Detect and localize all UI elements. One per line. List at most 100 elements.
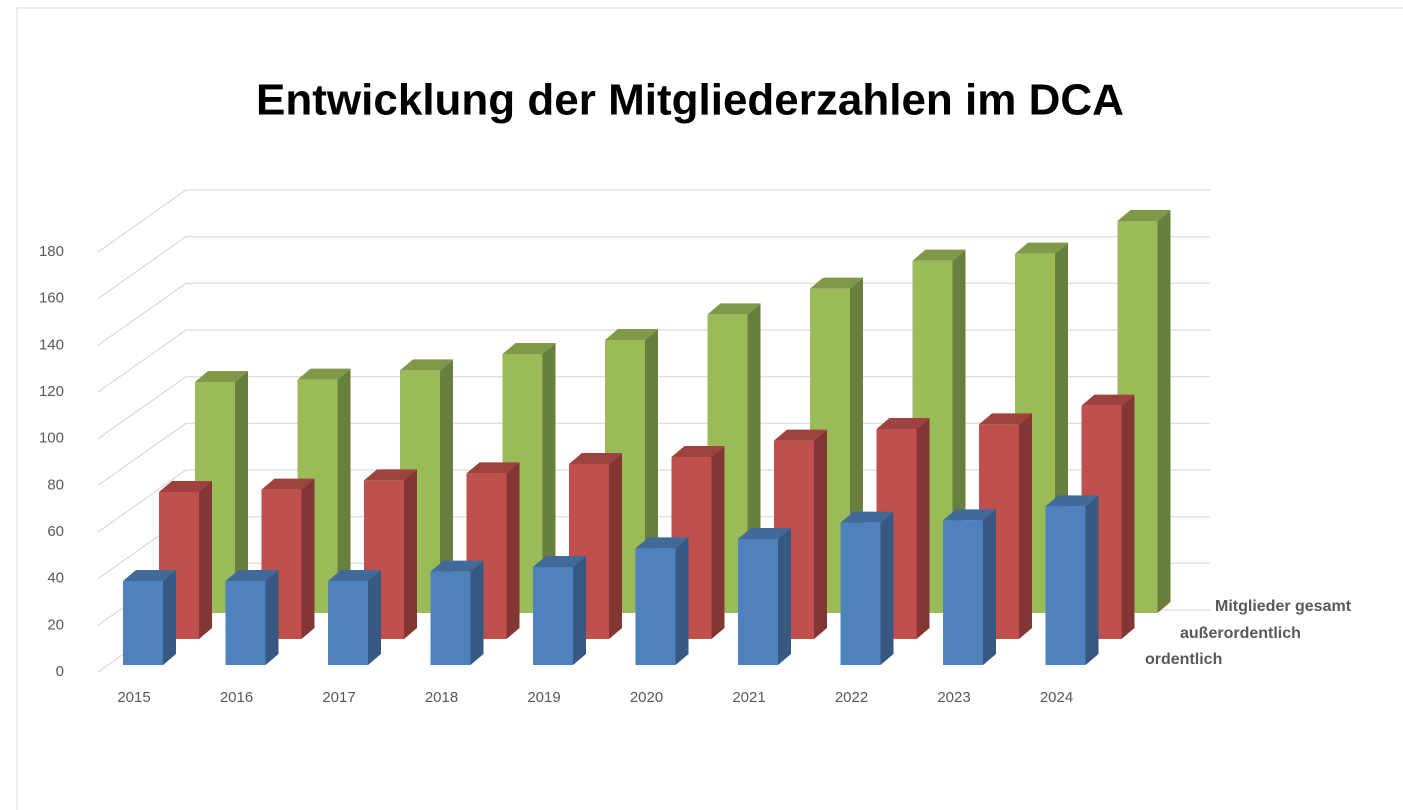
bar-top <box>671 446 725 457</box>
bar-top <box>840 511 894 523</box>
chart-title: Entwicklung der Mitgliederzahlen im DCA <box>256 76 1124 125</box>
bar-front <box>430 571 471 665</box>
bar-front <box>840 522 881 665</box>
bar-front <box>328 581 368 665</box>
bar-top <box>774 429 827 441</box>
bar <box>840 511 894 665</box>
bar-side <box>1157 210 1171 613</box>
legend-label: außerordentlich <box>1180 625 1301 642</box>
bar-side <box>506 462 520 639</box>
bar-side <box>235 371 248 613</box>
frame <box>16 7 1403 810</box>
grid-line <box>97 422 1210 486</box>
bar-front <box>1045 506 1086 665</box>
bar-side <box>440 359 453 613</box>
bar <box>123 570 176 665</box>
x-tick-label: 2017 <box>322 689 355 706</box>
bar-top <box>430 560 484 572</box>
x-tick-label: 2016 <box>220 689 253 706</box>
y-tick-label: 100 <box>39 430 64 447</box>
bar-top <box>328 570 381 581</box>
y-tick-label: 80 <box>47 476 64 493</box>
bar-top <box>1117 210 1171 221</box>
bar-front <box>635 548 676 665</box>
x-tick-label: 2015 <box>117 689 150 706</box>
bar-side <box>1121 394 1135 639</box>
grid-line <box>97 282 1210 346</box>
bar-side <box>711 446 725 639</box>
bar-top <box>943 509 996 521</box>
bar-top <box>261 478 315 490</box>
x-tick-label: 2019 <box>527 689 560 706</box>
bar-top <box>225 570 279 581</box>
y-tick-label: 60 <box>47 523 64 540</box>
bar-top <box>123 570 176 581</box>
bar-top <box>635 537 689 549</box>
bar-top <box>159 481 212 492</box>
bar-top <box>876 418 930 429</box>
bar-top <box>912 249 966 261</box>
bar-front <box>225 581 266 665</box>
x-tick-label: 2022 <box>835 689 868 706</box>
bar-top <box>1015 242 1068 254</box>
bar <box>533 556 586 665</box>
bar-top <box>195 371 248 382</box>
bar-side <box>1019 413 1032 639</box>
bar-top <box>810 277 863 289</box>
legend-label: Mitglieder gesamt <box>1215 598 1352 615</box>
x-tick-label: 2018 <box>425 689 458 706</box>
y-tick-label: 160 <box>39 290 64 307</box>
bar-top <box>707 303 761 315</box>
bar-side <box>1085 495 1099 665</box>
bar-top <box>533 556 586 567</box>
bar-top <box>400 359 453 371</box>
bar-side <box>675 537 689 665</box>
bar-side <box>368 570 381 665</box>
bar <box>635 537 689 665</box>
legend-label: ordentlich <box>1145 651 1222 668</box>
bar-side <box>337 368 351 613</box>
bar-side <box>880 511 894 665</box>
bar <box>1045 495 1099 665</box>
grid-line <box>97 469 1210 533</box>
bar-top <box>1081 394 1135 406</box>
y-tick-label: 140 <box>39 336 64 353</box>
bar-side <box>404 469 417 639</box>
bar <box>328 570 381 665</box>
x-tick-label: 2020 <box>630 689 663 706</box>
bar-side <box>983 509 996 665</box>
bar <box>738 528 791 665</box>
bar-side <box>265 570 279 665</box>
bar <box>943 509 996 665</box>
bar-front <box>943 520 983 665</box>
bar-side <box>301 478 315 639</box>
grid-line <box>97 189 1210 253</box>
bar-top <box>364 469 417 481</box>
bar-side <box>778 528 791 665</box>
x-tick-label: 2023 <box>937 689 970 706</box>
y-tick-label: 180 <box>39 243 64 260</box>
y-tick-label: 20 <box>47 616 64 633</box>
bar-top <box>605 329 658 340</box>
y-tick-label: 40 <box>47 570 64 587</box>
bar-top <box>979 413 1032 425</box>
bar-side <box>916 418 930 639</box>
bar-top <box>738 528 791 539</box>
bar-top <box>1045 495 1099 507</box>
grid-line <box>97 236 1210 300</box>
bar-top <box>466 462 520 474</box>
bar-front <box>533 567 573 665</box>
y-tick-label: 120 <box>39 383 64 400</box>
bar-front <box>123 581 163 665</box>
bar-side <box>609 453 622 639</box>
bar-front <box>738 539 778 665</box>
y-tick-label: 0 <box>56 663 64 680</box>
bar-side <box>542 343 556 613</box>
bar-side <box>163 570 176 665</box>
bar-side <box>470 560 484 665</box>
x-tick-label: 2024 <box>1040 689 1073 706</box>
bar-side <box>814 429 827 639</box>
bar-top <box>569 453 622 464</box>
grid-line <box>97 376 1210 440</box>
